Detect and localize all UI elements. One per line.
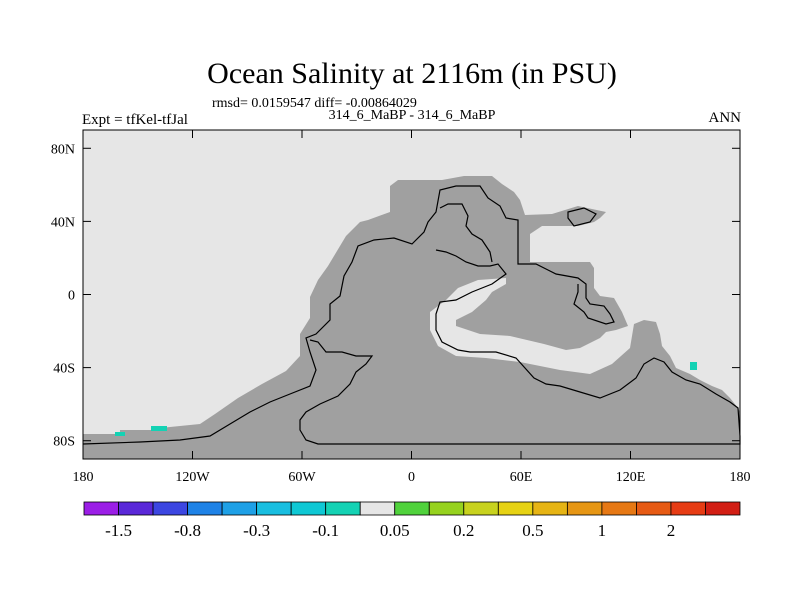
colorbar-label: 0.5	[522, 521, 543, 540]
colorbar-swatch	[394, 501, 430, 516]
map-panel	[82, 129, 741, 460]
anomaly-cell	[690, 362, 697, 370]
colorbar-swatch	[152, 501, 188, 516]
ocean-region-main	[83, 176, 740, 459]
colorbar-label: 0.2	[453, 521, 474, 540]
anomaly-cells	[115, 362, 697, 436]
experiment-label: Expt = tfKel-tfJal	[82, 112, 188, 128]
colorbar-swatch	[325, 501, 361, 516]
x-tick-label: 180	[73, 470, 94, 485]
colorbar: -1.5 -0.8 -0.3 -0.1 0.05 0.2 0.5 1 2	[83, 501, 741, 540]
colorbar-label: 0.05	[380, 521, 410, 540]
x-axis: 180 120W 60W 0 60E 120E 180	[73, 130, 751, 485]
coastline-asia-inlet	[567, 207, 597, 227]
coastline-americas	[82, 185, 615, 445]
colorbar-swatch	[532, 501, 568, 516]
colorbar-label: -0.3	[243, 521, 270, 540]
chart-title: Ocean Salinity at 2116m (in PSU)	[207, 57, 617, 90]
coastline-africa	[299, 249, 741, 445]
colorbar-label: -0.8	[174, 521, 201, 540]
anomaly-cell	[115, 432, 125, 436]
ocean-field	[83, 176, 740, 459]
stats-line: rmsd= 0.0159547 diff= -0.00864029	[212, 96, 417, 111]
x-tick-label: 60E	[510, 470, 533, 485]
x-tick-label: 0	[408, 470, 415, 485]
y-tick-label: 80N	[51, 142, 75, 157]
coastline-europe	[439, 203, 493, 263]
y-tick-label: 40S	[53, 362, 75, 377]
x-tick-label: 120W	[175, 470, 210, 485]
colorbar-swatch	[428, 501, 465, 516]
colorbar-label: -1.5	[105, 521, 132, 540]
colorbar-label: 2	[667, 521, 676, 540]
colorbar-swatch	[670, 501, 706, 516]
colorbar-swatch	[83, 501, 119, 516]
colorbar-swatch	[566, 501, 603, 516]
y-tick-label: 40N	[51, 215, 75, 230]
basin-outlines	[82, 185, 741, 445]
colorbar-swatch	[221, 501, 258, 516]
colorbar-label: -0.1	[312, 521, 339, 540]
anomaly-cell	[151, 426, 167, 431]
colorbar-swatch	[601, 501, 637, 516]
ocean-region-north	[398, 186, 420, 212]
colorbar-swatch	[359, 501, 396, 516]
case-line: 314_6_MaBP - 314_6_MaBP	[329, 108, 496, 123]
x-tick-label: 180	[730, 470, 751, 485]
y-tick-label: 80S	[53, 435, 75, 450]
colorbar-swatch	[290, 501, 327, 516]
colorbar-swatch	[187, 501, 223, 516]
colorbar-swatch	[497, 501, 534, 516]
colorbar-label: 1	[598, 521, 607, 540]
y-axis: 80N 40N 0 40S 80S	[51, 142, 740, 450]
x-tick-label: 120E	[616, 470, 646, 485]
colorbar-swatch	[256, 501, 292, 516]
season-label: ANN	[709, 110, 742, 126]
colorbar-swatch	[636, 501, 672, 516]
colorbar-swatch	[705, 501, 741, 516]
y-tick-label: 0	[68, 289, 75, 304]
colorbar-swatch	[118, 501, 154, 516]
colorbar-swatch	[463, 501, 499, 516]
x-tick-label: 60W	[288, 470, 316, 485]
